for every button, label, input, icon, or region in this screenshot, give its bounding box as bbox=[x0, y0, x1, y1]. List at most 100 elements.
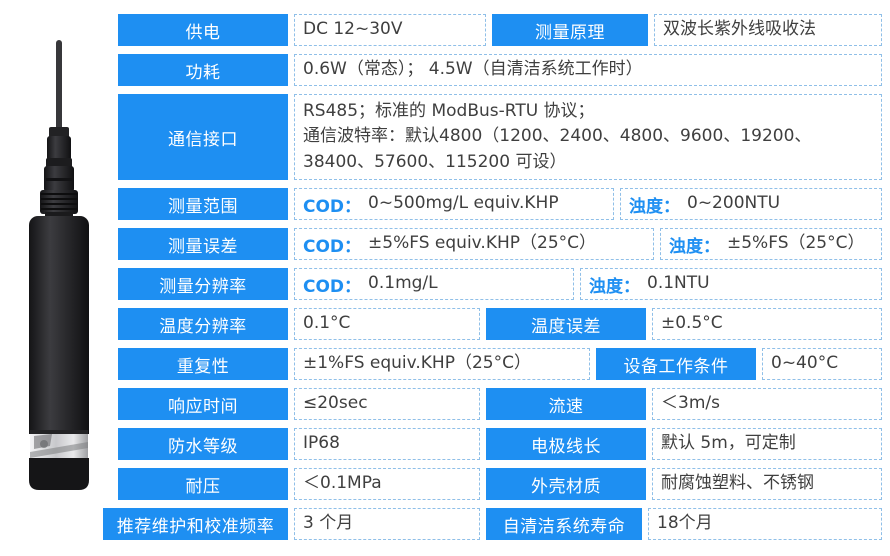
spec-value-cell: ≤20sec bbox=[294, 388, 480, 420]
spec-value-text: 3 个月 bbox=[303, 513, 354, 534]
spec-label-text: 耐压 bbox=[185, 476, 221, 497]
spec-label-cell: 推荐维护和校准频率 bbox=[103, 508, 288, 540]
spec-row: 重复性 ±1%FS equiv.KHP（25°C） 设备工作条件 0~40°C bbox=[103, 348, 882, 380]
spec-label-cell: 测量误差 bbox=[118, 228, 288, 260]
spec-value-cell: ＜0.1MPa bbox=[294, 468, 480, 500]
spec-value-cell: 浊度： 0~200NTU bbox=[620, 188, 882, 220]
spec-row: 测量误差 COD： ±5%FS equiv.KHP（25°C） 浊度： ±5%FS（25… bbox=[103, 228, 882, 260]
spec-label-cell: 流速 bbox=[486, 388, 646, 420]
spec-label-cell: 通信接口 bbox=[118, 94, 288, 180]
spec-value-text: ＜0.1MPa bbox=[303, 473, 382, 494]
spec-row: 供电 DC 12~30V 测量原理 双波长紫外线吸收法 bbox=[103, 14, 882, 46]
spec-row: 测量范围 COD： 0~500mg/L equiv.KHP 浊度： 0~200NTU bbox=[103, 188, 882, 220]
spec-label-cell: 响应时间 bbox=[118, 388, 288, 420]
spec-label-text: 温度误差 bbox=[531, 316, 601, 337]
spec-value-text: ±1%FS equiv.KHP（25°C） bbox=[303, 353, 531, 374]
spec-label-cell: 温度分辨率 bbox=[118, 308, 288, 340]
spec-value-cell: 浊度： ±5%FS（25°C） bbox=[660, 228, 882, 260]
spec-value-cell: 3 个月 bbox=[294, 508, 480, 540]
spec-value-cell: 0.6W（常态）； 4.5W（自清洁系统工作时） bbox=[294, 54, 882, 86]
spec-row: 耐压 ＜0.1MPa 外壳材质 耐腐蚀塑料、不锈钢 bbox=[103, 468, 882, 500]
spec-label-text: 推荐维护和校准频率 bbox=[116, 516, 275, 537]
spec-label-text: 重复性 bbox=[176, 356, 230, 377]
spec-row: 测量分辨率 COD： 0.1mg/L 浊度： 0.1NTU bbox=[103, 268, 882, 300]
spec-value-cell: 耐腐蚀塑料、不锈钢 bbox=[652, 468, 882, 500]
spec-label-cell: 电极线长 bbox=[486, 428, 646, 460]
spec-label-text: 测量误差 bbox=[168, 236, 238, 257]
spec-value-cell: IP68 bbox=[294, 428, 480, 460]
spec-label-text: 测量范围 bbox=[168, 196, 238, 217]
spec-label-cell: 测量分辨率 bbox=[118, 268, 288, 300]
spec-value-cell: 0.1°C bbox=[294, 308, 480, 340]
spec-value-text: 18个月 bbox=[657, 513, 713, 534]
spec-label-text: 通信接口 bbox=[168, 129, 238, 150]
spec-label-cell: 测量范围 bbox=[118, 188, 288, 220]
spec-label-cell: 功耗 bbox=[118, 54, 288, 86]
spec-row: 防水等级 IP68 电极线长 默认 5m，可定制 bbox=[103, 428, 882, 460]
spec-label-text: 响应时间 bbox=[168, 396, 238, 417]
spec-label-text: 防水等级 bbox=[168, 436, 238, 457]
spec-label-text: 测量分辨率 bbox=[159, 276, 247, 297]
spec-table: 供电 DC 12~30V 测量原理 双波长紫外线吸收法功耗 0.6W（常态）； 4.5W… bbox=[103, 14, 882, 540]
spec-label-text: 设备工作条件 bbox=[623, 356, 729, 377]
spec-value-cell: 默认 5m，可定制 bbox=[652, 428, 882, 460]
spec-value-text: 默认 5m，可定制 bbox=[661, 433, 796, 454]
spec-value-text: ≤20sec bbox=[303, 393, 368, 414]
spec-label-cell: 自清洁系统寿命 bbox=[486, 508, 642, 540]
spec-label-cell: 外壳材质 bbox=[486, 468, 646, 500]
param-prefix: 浊度： bbox=[669, 236, 720, 257]
spec-value-cell: 18个月 bbox=[648, 508, 882, 540]
spec-row: 响应时间 ≤20sec 流速 ＜3m/s bbox=[103, 388, 882, 420]
param-prefix: COD： bbox=[303, 236, 362, 257]
spec-value-cell: COD： 0~500mg/L equiv.KHP bbox=[294, 188, 614, 220]
spec-row: 功耗 0.6W（常态）； 4.5W（自清洁系统工作时） bbox=[103, 54, 882, 86]
spec-value-text: 0~40°C bbox=[771, 353, 839, 374]
spec-value-text: 0.6W（常态）； 4.5W（自清洁系统工作时） bbox=[303, 59, 643, 80]
spec-label-cell: 温度误差 bbox=[486, 308, 646, 340]
spec-label-text: 外壳材质 bbox=[531, 476, 601, 497]
spec-label-cell: 设备工作条件 bbox=[596, 348, 756, 380]
spec-value-cell: COD： ±5%FS equiv.KHP（25°C） bbox=[294, 228, 654, 260]
spec-value-cell: ±1%FS equiv.KHP（25°C） bbox=[294, 348, 590, 380]
spec-value-cell: RS485；标准的 ModBus-RTU 协议； 通信波特率：默认4800（12… bbox=[294, 94, 882, 180]
spec-value-text: 双波长紫外线吸收法 bbox=[663, 19, 816, 40]
spec-value-text: ±5%FS（25°C） bbox=[727, 233, 865, 254]
spec-value-cell: 浊度： 0.1NTU bbox=[580, 268, 882, 300]
spec-label-text: 流速 bbox=[548, 396, 584, 417]
spec-label-text: 功耗 bbox=[185, 62, 221, 83]
spec-label-cell: 重复性 bbox=[118, 348, 288, 380]
spec-value-text: 0~200NTU bbox=[687, 193, 781, 214]
param-prefix: 浊度： bbox=[629, 196, 680, 217]
spec-value-cell: 双波长紫外线吸收法 bbox=[654, 14, 882, 46]
spec-row: 推荐维护和校准频率 3 个月 自清洁系统寿命 18个月 bbox=[103, 508, 882, 540]
spec-label-text: 电极线长 bbox=[531, 436, 601, 457]
param-prefix: COD： bbox=[303, 196, 362, 217]
spec-value-text: 0.1mg/L bbox=[368, 273, 438, 294]
spec-label-cell: 耐压 bbox=[118, 468, 288, 500]
spec-value-cell: COD： 0.1mg/L bbox=[294, 268, 574, 300]
spec-label-text: 温度分辨率 bbox=[159, 316, 247, 337]
spec-value-text: DC 12~30V bbox=[303, 19, 403, 40]
spec-value-text: RS485；标准的 ModBus-RTU 协议； 通信波特率：默认4800（12… bbox=[303, 100, 812, 172]
spec-value-text: 0.1NTU bbox=[647, 273, 710, 294]
spec-value-cell: ±0.5°C bbox=[652, 308, 882, 340]
product-probe-image bbox=[0, 0, 118, 556]
spec-row: 通信接口 RS485；标准的 ModBus-RTU 协议； 通信波特率：默认480… bbox=[103, 94, 882, 180]
spec-value-text: ±5%FS equiv.KHP（25°C） bbox=[368, 233, 597, 254]
spec-label-cell: 供电 bbox=[118, 14, 288, 46]
probe-illustration bbox=[29, 40, 89, 490]
spec-label-cell: 测量原理 bbox=[492, 14, 648, 46]
spec-value-text: 0~500mg/L equiv.KHP bbox=[368, 193, 559, 214]
spec-row: 温度分辨率 0.1°C 温度误差 ±0.5°C bbox=[103, 308, 882, 340]
param-prefix: COD： bbox=[303, 276, 362, 297]
spec-value-cell: 0~40°C bbox=[762, 348, 882, 380]
spec-value-text: IP68 bbox=[303, 433, 340, 454]
spec-value-cell: DC 12~30V bbox=[294, 14, 486, 46]
spec-value-text: 耐腐蚀塑料、不锈钢 bbox=[661, 473, 814, 494]
param-prefix: 浊度： bbox=[589, 276, 640, 297]
spec-label-text: 自清洁系统寿命 bbox=[502, 516, 626, 537]
spec-label-text: 测量原理 bbox=[535, 22, 605, 43]
spec-label-text: 供电 bbox=[185, 22, 221, 43]
spec-value-text: ±0.5°C bbox=[661, 313, 723, 334]
